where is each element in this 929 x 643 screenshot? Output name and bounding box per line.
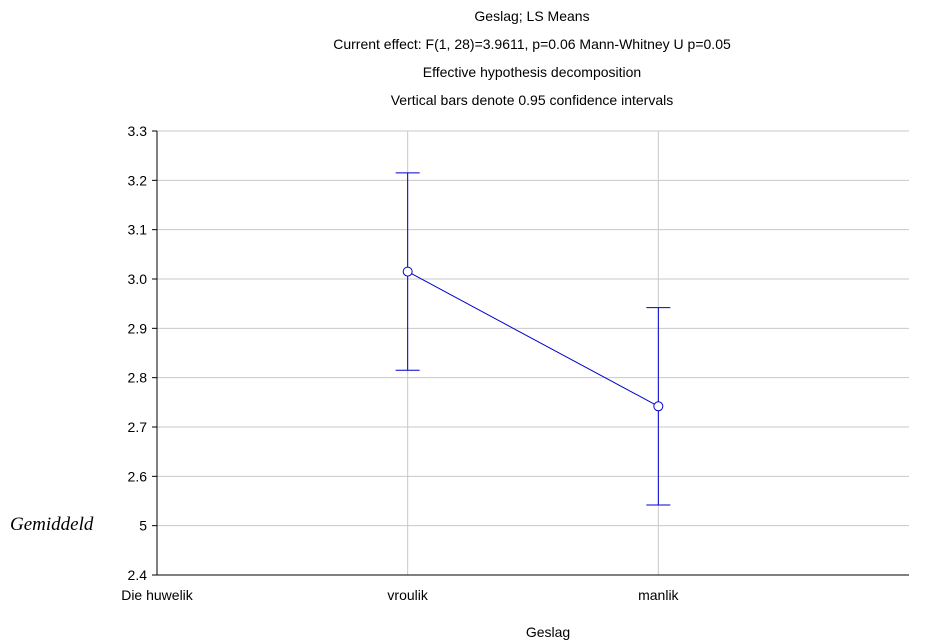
- x-tick-label: manlik: [638, 587, 679, 603]
- y-tick-label: 5: [139, 518, 147, 534]
- series: [395, 172, 671, 506]
- gridlines: [157, 130, 909, 576]
- y-tick-label: 3.1: [128, 222, 148, 238]
- series-line: [407, 271, 659, 407]
- chart-title: Geslag; LS Means Current effect: F(1, 28)…: [333, 8, 731, 108]
- x-tick-label: vroulik: [387, 587, 428, 603]
- y-tick-label: 2.9: [128, 320, 148, 336]
- data-point: [653, 401, 664, 412]
- y-axis-ticks: 2.4 5 2.6 2.7 2.8 2.9 3.0 3.1 3.2 3.3: [128, 123, 157, 583]
- chart-title-line: Geslag; LS Means: [474, 8, 589, 24]
- chart-title-line: Vertical bars denote 0.95 confidence int…: [391, 92, 674, 108]
- y-tick-label: 3.2: [128, 172, 148, 188]
- x-axis-title: Geslag: [526, 624, 570, 640]
- data-point: [402, 266, 413, 277]
- y-tick-label: 2.8: [128, 370, 148, 386]
- chart-title-line: Current effect: F(1, 28)=3.9611, p=0.06 …: [333, 36, 731, 52]
- y-tick-label: 3.0: [128, 271, 148, 287]
- side-label: Gemiddeld: [10, 514, 94, 535]
- chart-title-line: Effective hypothesis decomposition: [423, 64, 641, 80]
- axes: [156, 131, 909, 576]
- x-tick-label: Die huwelik: [121, 587, 194, 603]
- y-tick-label: 2.6: [128, 468, 148, 484]
- y-tick-label: 3.3: [128, 123, 148, 139]
- x-axis-ticks: Die huwelik vroulik manlik: [121, 587, 679, 603]
- y-tick-label: 2.4: [128, 567, 148, 583]
- y-tick-label: 2.7: [128, 419, 148, 435]
